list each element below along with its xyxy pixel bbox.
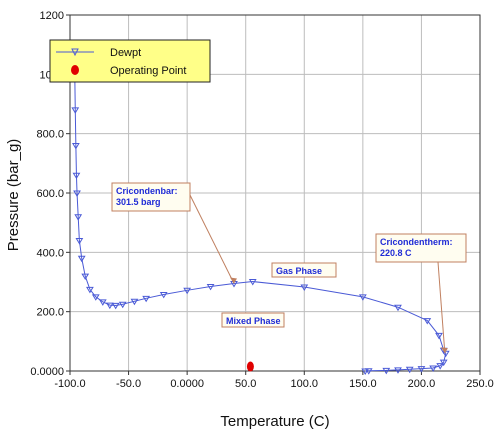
dewpt-point	[206, 283, 215, 291]
legend-dewpt-label: Dewpt	[110, 47, 141, 59]
legend-box	[49, 39, 211, 83]
dewpt-point	[361, 368, 370, 375]
dewpt-point	[71, 107, 80, 114]
annotation-text-cricondenbar: Cricondenbar:	[116, 186, 178, 196]
annotation-leader-cricondentherm	[437, 261, 446, 354]
y-tick-label: 0.0000	[30, 366, 64, 378]
y-tick-label: 600.0	[36, 188, 64, 200]
dewpt-point	[98, 299, 107, 306]
annotation-arrowhead-cricondentherm	[440, 347, 448, 354]
dewpt-point	[73, 190, 81, 197]
legend-operating-point-label: Operating Point	[110, 65, 186, 77]
x-tick-label: -100.0	[54, 378, 85, 390]
x-tick-label: 150.0	[349, 378, 377, 390]
dewpt-point	[439, 359, 448, 367]
dewpt-point	[183, 287, 192, 295]
annotation-text-cricondenbar: 301.5 barg	[116, 197, 161, 207]
y-axis-title: Pressure (bar_g)	[5, 139, 22, 252]
x-tick-label: 50.0	[235, 378, 256, 390]
annotation-text-mixed-phase: Mixed Phase	[226, 316, 281, 326]
annotation-box-cricondentherm	[375, 233, 467, 263]
legend-dewpt-marker	[71, 48, 79, 57]
dewpt-point	[435, 332, 443, 340]
dewpt-point	[429, 365, 438, 373]
annotations-layer: Cricondenbar:301.5 barg Cricondentherm:22…	[111, 182, 467, 354]
legend-operating-point-marker	[71, 65, 79, 75]
dewpt-point	[105, 302, 114, 310]
x-tick-label: 100.0	[291, 378, 319, 390]
annotation-box-mixed-phase	[221, 312, 285, 328]
dewpt-point	[358, 294, 367, 301]
dewpt-point	[71, 143, 80, 150]
legend: Dewpt Operating Point	[49, 39, 211, 83]
annotation-text-cricondentherm: 220.8 C	[380, 248, 412, 258]
annotation-gas-phase: Gas Phase	[271, 262, 337, 278]
y-tick-label: 800.0	[36, 129, 64, 141]
dewpt-point	[405, 366, 414, 374]
x-axis-title: Temperature (C)	[220, 413, 329, 430]
annotation-text-cricondentherm: Cricondentherm:	[380, 237, 453, 247]
dewpt-point	[118, 301, 127, 309]
dewpt-point	[248, 279, 257, 286]
x-tick-label: 200.0	[408, 378, 436, 390]
dewpt-point	[86, 286, 94, 294]
annotation-mixed-phase: Mixed Phase	[221, 312, 285, 328]
dewpt-point	[382, 367, 391, 375]
y-tick-label: 200.0	[36, 307, 64, 319]
annotation-box-gas-phase	[271, 262, 337, 278]
y-tick-label: 400.0	[36, 247, 64, 259]
x-axis-ticks: -100.0 -50.0 0.0000 50.0 100.0 150.0 200.0 250.…	[54, 371, 494, 390]
y-tick-label: 1200	[40, 10, 64, 22]
annotation-cricondenbar: Cricondenbar:301.5 barg	[111, 182, 237, 284]
dewpt-point	[423, 318, 432, 325]
points-layer	[246, 361, 254, 372]
annotation-box-cricondenbar	[111, 182, 191, 212]
dewpt-point	[417, 366, 426, 373]
dewpt-point	[394, 367, 402, 374]
dewpt-point	[77, 255, 86, 263]
dewpt-point	[142, 295, 151, 303]
annotation-text-gas-phase: Gas Phase	[276, 266, 322, 276]
dewpt-point	[91, 294, 100, 301]
x-tick-label: 0.0000	[170, 378, 204, 390]
x-tick-label: 250.0	[466, 378, 494, 390]
dewpt-point	[111, 302, 120, 310]
dewpt-point	[81, 273, 90, 281]
dewpt-point	[159, 291, 168, 299]
annotation-cricondentherm: Cricondentherm:220.8 C	[375, 233, 467, 354]
dewpt-point	[130, 298, 139, 306]
operating-point	[246, 361, 254, 372]
dewpt-point	[74, 214, 83, 221]
x-tick-label: -50.0	[116, 378, 141, 390]
dewpt-point	[75, 237, 84, 245]
dewpt-point	[394, 304, 402, 312]
dewpt-point	[436, 363, 445, 370]
annotation-leader-cricondenbar	[189, 194, 235, 284]
dewpt-point	[300, 284, 309, 292]
dewpt-point	[72, 172, 81, 180]
annotation-arrowhead-cricondenbar	[230, 277, 237, 284]
